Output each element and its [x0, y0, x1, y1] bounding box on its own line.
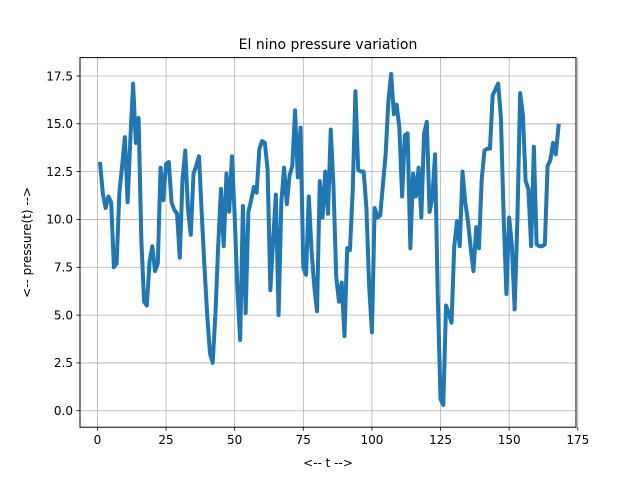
series-layer [97, 72, 561, 408]
series-line [97, 72, 561, 408]
x-axis-label: <-- t --> [303, 456, 353, 470]
x-tick-label: 50 [227, 433, 242, 447]
y-tick-label: 7.5 [54, 261, 73, 275]
x-tick-label: 0 [94, 433, 102, 447]
y-tick-label: 5.0 [54, 308, 73, 322]
y-tick-label: 15.0 [46, 117, 73, 131]
y-tick-label: 10.0 [46, 213, 73, 227]
y-tick-label: 2.5 [54, 356, 73, 370]
y-tick-label: 0.0 [54, 404, 73, 418]
x-tick-label: 75 [296, 433, 311, 447]
x-tick-label: 25 [158, 433, 173, 447]
x-tick-label: 150 [498, 433, 521, 447]
y-tick-label: 17.5 [46, 69, 73, 83]
x-tick-label: 125 [429, 433, 452, 447]
x-axis-ticks: 0 25 50 75 100 125 150 175 [94, 427, 589, 447]
chart-title: El nino pressure variation [239, 37, 418, 53]
plot-area-frame [79, 57, 577, 428]
y-axis-label: <-- pressure(t) --> [20, 187, 34, 298]
y-tick-label: 12.5 [46, 165, 73, 179]
y-axis-ticks: 0.0 2.5 5.0 7.5 10.0 12.5 15.0 17.5 [46, 69, 80, 418]
x-tick-label: 175 [566, 433, 589, 447]
x-tick-label: 100 [360, 433, 383, 447]
